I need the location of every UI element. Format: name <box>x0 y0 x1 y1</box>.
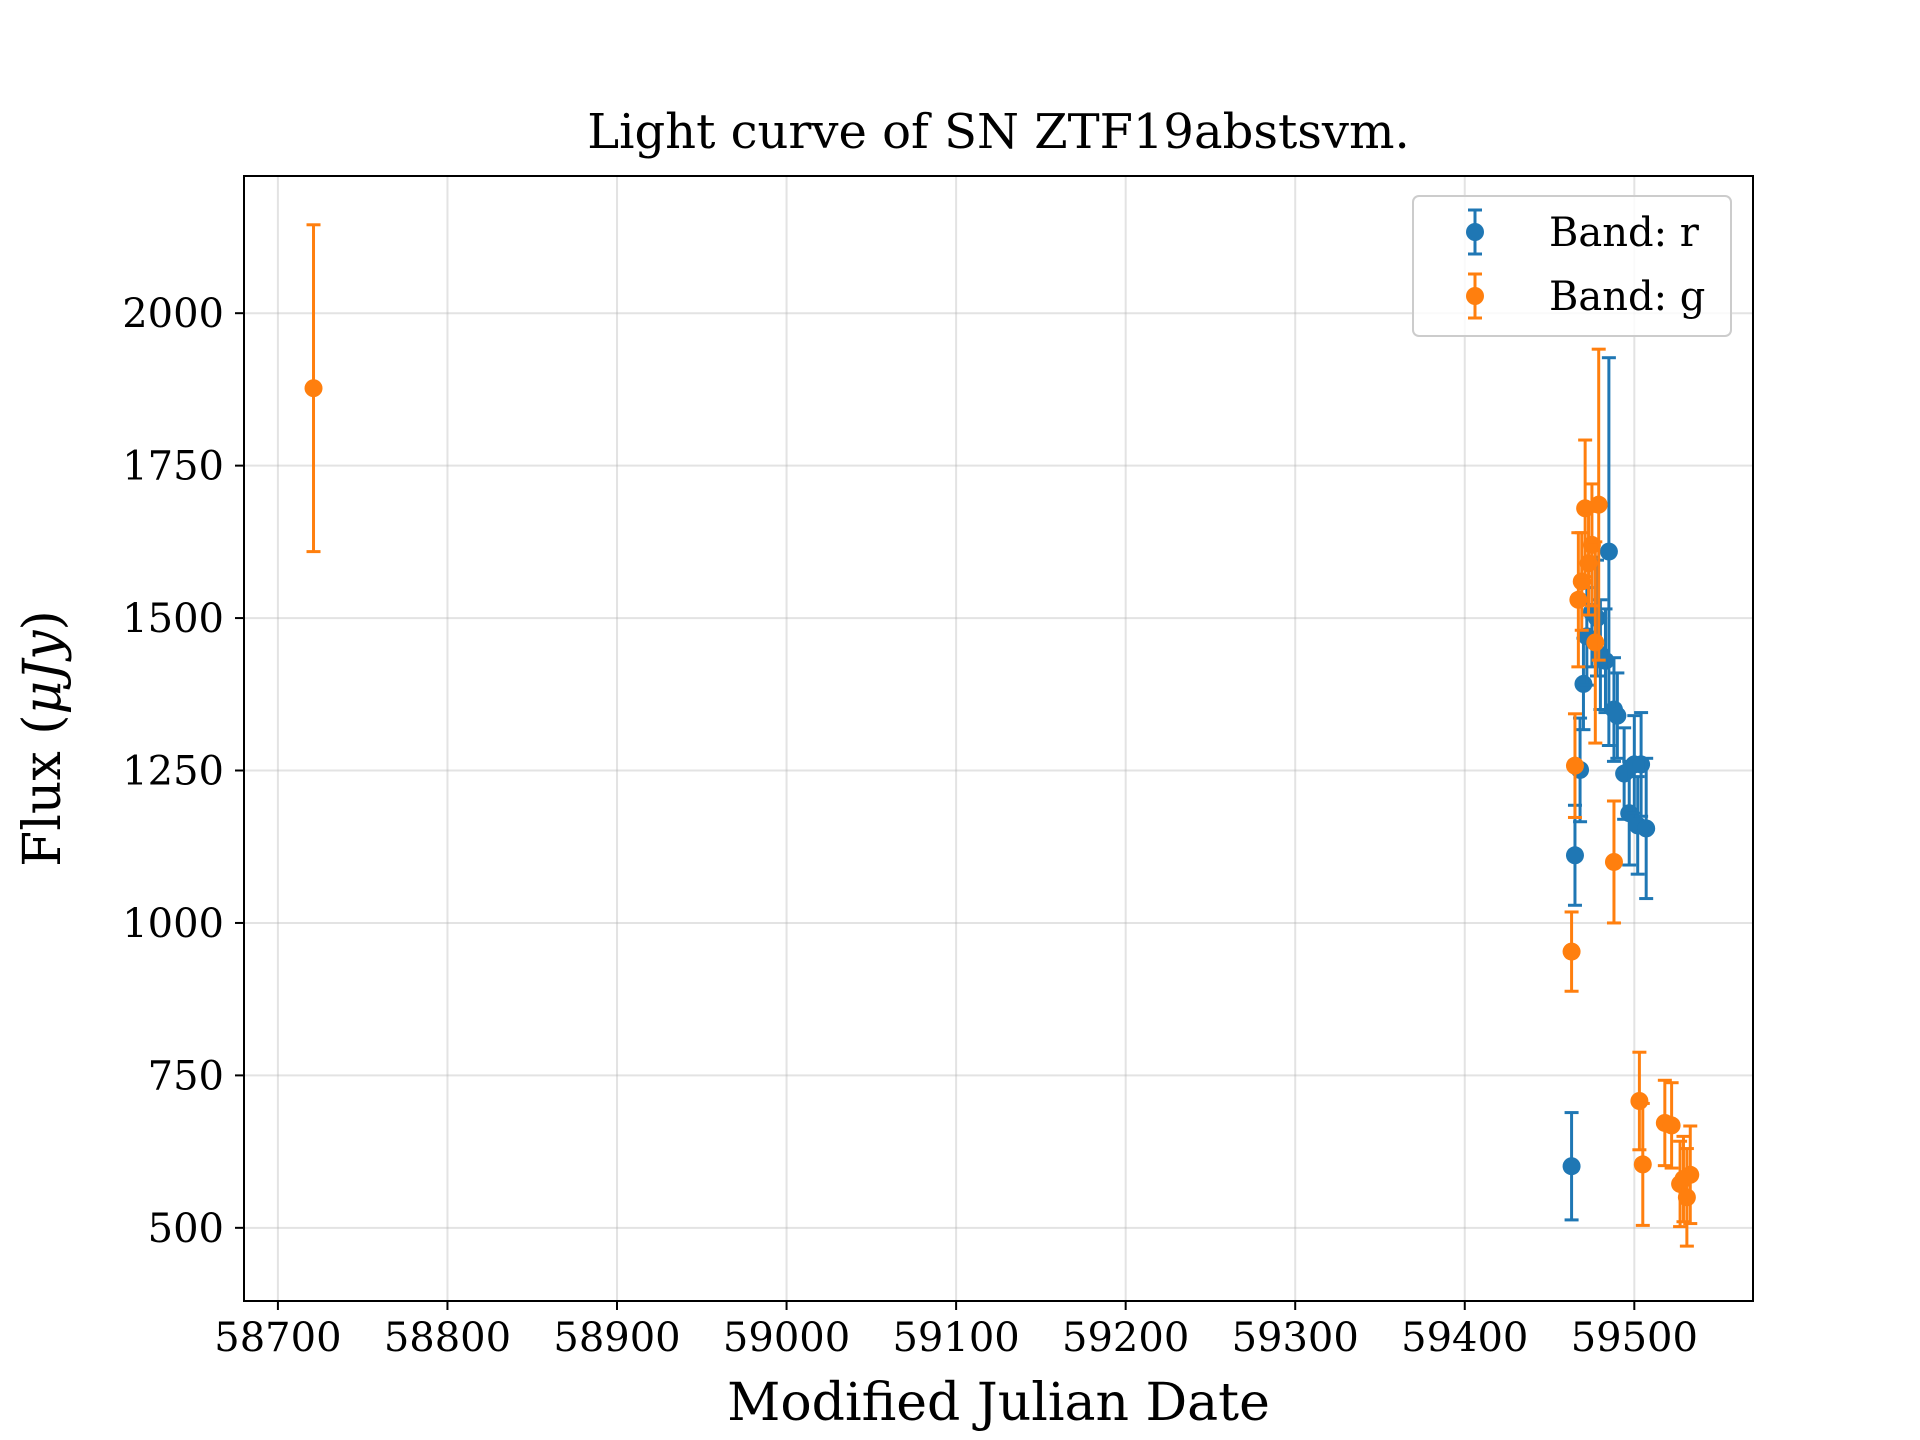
point-marker <box>1633 1155 1652 1174</box>
y-tick-label: 1000 <box>122 901 224 947</box>
legend: Band: r Band: g <box>1412 195 1732 337</box>
data-point <box>1608 671 1627 760</box>
point-marker <box>1569 590 1588 609</box>
x-tick-label: 59400 <box>1401 1315 1528 1361</box>
legend-marker <box>1466 287 1484 305</box>
data-point <box>1565 712 1584 819</box>
point-marker <box>1681 1165 1700 1184</box>
point-marker <box>1565 756 1584 775</box>
point-marker <box>1565 846 1584 865</box>
point-marker <box>1608 706 1627 725</box>
plot-frame <box>243 175 1754 1302</box>
x-tick-label: 59300 <box>1232 1315 1359 1361</box>
point-marker <box>1604 852 1623 871</box>
legend-label: Band: r <box>1549 210 1700 256</box>
grid <box>244 176 1753 1301</box>
data-point <box>1562 1111 1581 1222</box>
legend-label: Band: g <box>1549 274 1705 320</box>
data-point <box>1630 1050 1649 1152</box>
data-point <box>1637 756 1656 901</box>
x-tick-label: 58700 <box>214 1315 341 1361</box>
y-tick-label: 1500 <box>122 596 224 642</box>
point-marker <box>1599 542 1618 561</box>
y-tick-label: 1750 <box>122 444 224 490</box>
legend-item: Band: g <box>1466 272 1705 320</box>
point-marker <box>1562 942 1581 961</box>
data-point <box>1565 803 1584 907</box>
x-tick-label: 59500 <box>1571 1315 1698 1361</box>
y-tick-label: 1250 <box>122 749 224 795</box>
y-axis-label-unit: μJy <box>13 630 73 715</box>
data-point <box>1662 1081 1681 1170</box>
data-point <box>304 223 323 554</box>
axis-ticks: 58700 58800 58900 59000 59100 59200 59300 59400… <box>122 291 1698 1361</box>
y-tick-label: 2000 <box>122 291 224 337</box>
data-point <box>1589 347 1608 662</box>
data-point <box>1562 910 1581 993</box>
legend-item: Band: r <box>1466 208 1700 256</box>
legend-marker <box>1466 223 1484 241</box>
data-point <box>1599 356 1618 748</box>
x-tick-label: 59200 <box>1062 1315 1189 1361</box>
x-tick-label: 59000 <box>723 1315 850 1361</box>
y-tick-label: 500 <box>148 1206 224 1252</box>
legend-items: Band: r Band: g <box>1466 208 1705 320</box>
point-marker <box>1662 1116 1681 1135</box>
x-tick-label: 58800 <box>384 1315 511 1361</box>
data-point <box>1633 1101 1652 1227</box>
series-band-g <box>304 223 1700 1248</box>
point-marker <box>1637 819 1656 838</box>
x-axis-label: Modified Julian Date <box>727 1373 1270 1433</box>
data-point <box>1681 1124 1700 1226</box>
y-axis-label-suffix: ) <box>13 610 73 630</box>
point-marker <box>1589 495 1608 514</box>
point-marker <box>1586 633 1605 652</box>
data-points <box>304 223 1700 1248</box>
y-axis-label-prefix: Flux ( <box>13 714 73 866</box>
point-marker <box>304 379 323 398</box>
y-tick-label: 750 <box>148 1053 224 1099</box>
point-marker <box>1588 609 1607 628</box>
legend-box <box>1412 195 1732 337</box>
y-axis-label: Flux (μJy) <box>13 610 73 867</box>
point-marker <box>1677 1188 1696 1207</box>
data-point <box>1604 799 1623 925</box>
point-marker <box>1630 1092 1649 1110</box>
x-tick-label: 58900 <box>553 1315 680 1361</box>
chart-title: Light curve of SN ZTF19abstsvm. <box>587 104 1410 160</box>
point-marker <box>1562 1157 1581 1176</box>
x-tick-label: 59100 <box>892 1315 1019 1361</box>
